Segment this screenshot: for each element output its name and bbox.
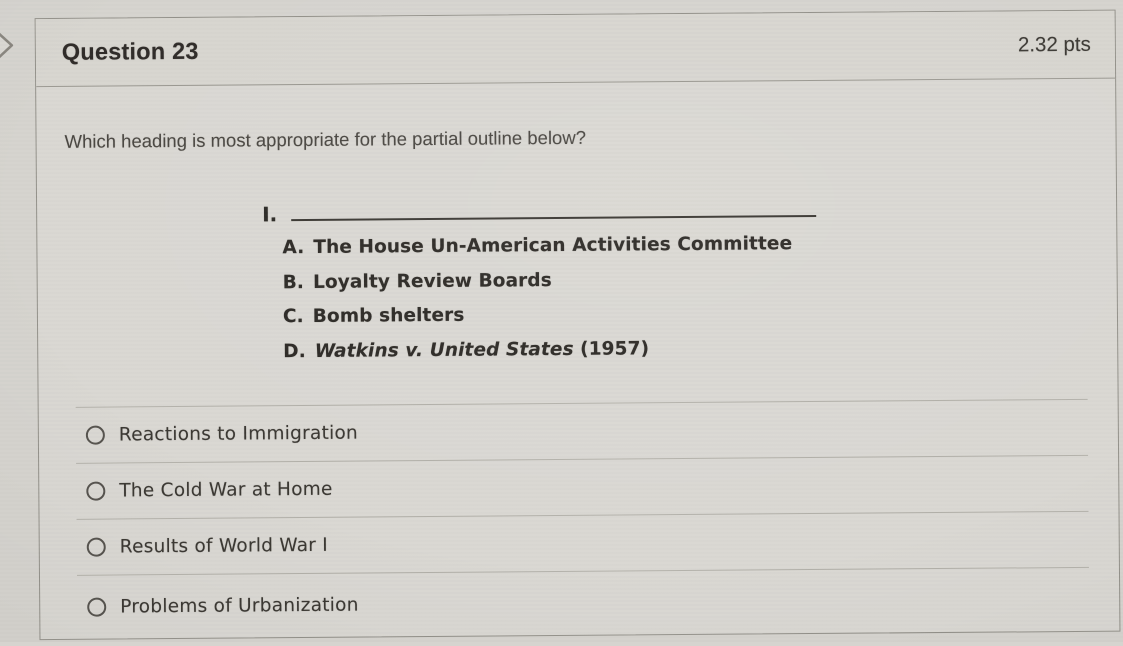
answer-option-3[interactable]: Results of World War I <box>76 510 1089 575</box>
answer-option-1[interactable]: Reactions to Immigration <box>75 398 1089 463</box>
radio-button-icon[interactable] <box>85 425 105 445</box>
outline-item-d: D. Watkins v. United States (1957) <box>283 334 1087 375</box>
outline-item-case-year: (1957) <box>580 337 650 360</box>
outline-item-text: Bomb shelters <box>312 304 465 327</box>
question-body: Which heading is most appropriate for th… <box>36 79 1119 638</box>
answer-label: Results of World War I <box>119 534 329 558</box>
outline-item-label: A. <box>282 237 305 259</box>
outline-item-label: C. <box>282 306 304 328</box>
answer-option-2[interactable]: The Cold War at Home <box>76 454 1089 519</box>
question-panel: Question 23 2.32 pts Which heading is mo… <box>34 9 1121 641</box>
outline-items: A. The House Un-American Activities Comm… <box>282 231 1087 375</box>
outline-item-label: D. <box>283 340 306 362</box>
question-prompt: Which heading is most appropriate for th… <box>64 126 587 152</box>
partial-outline: I. A. The House Un-American Activities C… <box>262 191 1087 375</box>
outline-item-label: B. <box>282 271 305 293</box>
outline-heading-row: I. <box>262 191 1086 227</box>
outline-item-text: Loyalty Review Boards <box>312 269 552 293</box>
question-nav-marker-icon <box>0 32 14 59</box>
outline-numeral: I. <box>262 202 278 227</box>
answer-option-4[interactable]: Problems of Urbanization <box>76 566 1090 638</box>
outline-blank-line <box>291 192 817 222</box>
outline-item-case-name: Watkins v. United States <box>314 338 574 362</box>
radio-button-icon[interactable] <box>86 481 106 501</box>
outline-item-text: The House Un-American Activities Committ… <box>313 233 793 258</box>
answer-label: Reactions to Immigration <box>118 422 359 446</box>
question-header: Question 23 2.32 pts <box>35 10 1116 88</box>
answer-options: Reactions to Immigration The Cold War at… <box>75 398 1090 638</box>
answer-label: Problems of Urbanization <box>120 594 359 617</box>
question-title: Question 23 <box>61 37 199 65</box>
radio-button-icon[interactable] <box>87 597 107 617</box>
radio-button-icon[interactable] <box>86 537 106 557</box>
question-points: 2.32 pts <box>1017 32 1091 56</box>
answer-label: The Cold War at Home <box>119 478 333 502</box>
